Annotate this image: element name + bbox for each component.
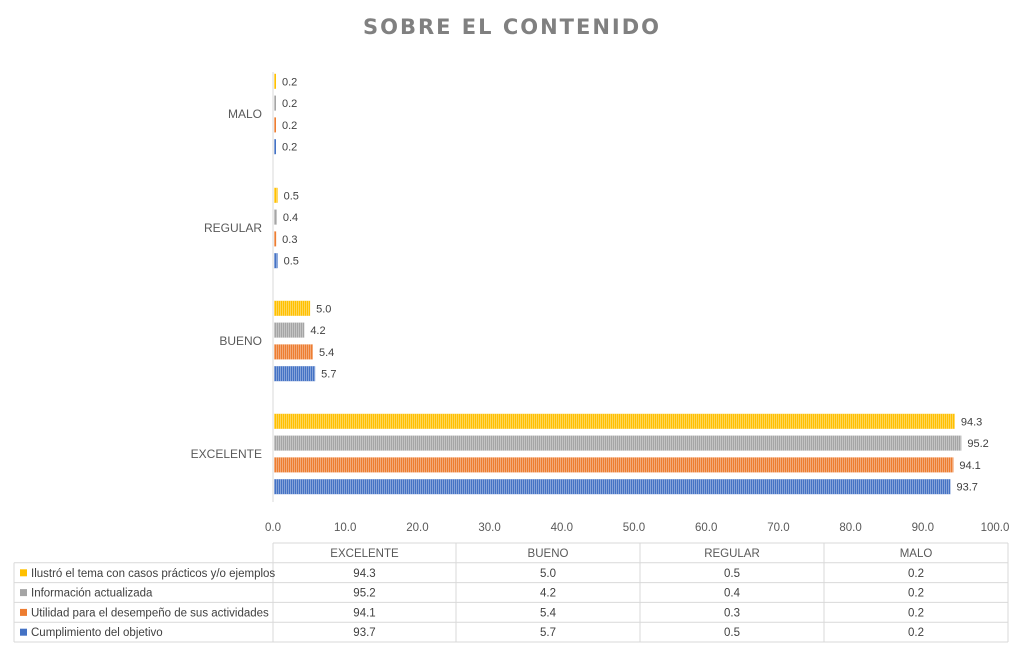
category-label: MALO (228, 107, 262, 121)
table-cell: 95.2 (353, 588, 375, 600)
bar (274, 366, 316, 382)
bar (274, 231, 277, 247)
data-label: 5.7 (321, 369, 336, 381)
legend-swatch (20, 628, 27, 636)
bar (274, 322, 305, 338)
table-header: REGULAR (704, 548, 760, 560)
x-tick-label: 60.0 (695, 522, 717, 534)
data-label: 0.2 (282, 120, 297, 132)
table-cell: 5.4 (540, 607, 557, 619)
bar (274, 253, 278, 269)
category-label: BUENO (219, 334, 262, 348)
data-label: 94.3 (961, 416, 982, 428)
table-cell: 93.7 (353, 627, 375, 639)
x-tick-label: 10.0 (334, 522, 356, 534)
bar (274, 413, 955, 429)
data-label: 4.2 (310, 325, 325, 337)
data-label: 5.0 (316, 303, 331, 315)
legend-entry: Cumplimiento del objetivo (31, 627, 163, 639)
bar (274, 95, 276, 111)
table-cell: 0.5 (724, 627, 740, 639)
data-label: 5.4 (319, 347, 334, 359)
bar (274, 73, 276, 89)
chart-title: SOBRE EL CONTENIDO (363, 15, 661, 39)
data-label: 94.1 (959, 460, 980, 472)
bar (274, 187, 278, 203)
data-label: 0.4 (283, 212, 298, 224)
x-tick-label: 70.0 (767, 522, 789, 534)
category-label: EXCELENTE (191, 447, 262, 461)
bar (274, 117, 276, 133)
x-tick-label: 40.0 (551, 522, 573, 534)
x-tick-label: 90.0 (912, 522, 934, 534)
table-row: Ilustró el tema con casos prácticos y/o … (20, 568, 924, 580)
legend-entry: Ilustró el tema con casos prácticos y/o … (31, 568, 275, 580)
legend-entry: Información actualizada (31, 588, 153, 600)
x-tick-label: 80.0 (839, 522, 861, 534)
table-cell: 0.3 (724, 607, 740, 619)
table-row: Información actualizada 95.2 4.2 0.4 0.2 (20, 588, 924, 600)
data-label: 0.2 (282, 98, 297, 110)
table-cell: 5.7 (540, 627, 556, 639)
table-cell: 4.2 (540, 588, 556, 600)
bar (274, 344, 313, 360)
bar (274, 209, 277, 225)
table-cell: 0.2 (908, 568, 924, 580)
table-cell: 0.2 (908, 588, 924, 600)
x-tick-label: 0.0 (265, 522, 281, 534)
x-tick-label: 50.0 (623, 522, 645, 534)
table-cell: 5.0 (540, 568, 556, 580)
table-cell: 0.2 (908, 627, 924, 639)
table-header: BUENO (528, 548, 569, 560)
data-label: 0.3 (282, 234, 297, 246)
data-label: 93.7 (957, 482, 978, 494)
table-cell: 0.5 (724, 568, 740, 580)
table-header: EXCELENTE (330, 548, 399, 560)
data-label: 0.5 (284, 256, 299, 268)
x-tick-label: 30.0 (478, 522, 500, 534)
table-cell: 94.1 (353, 607, 375, 619)
data-label: 95.2 (967, 438, 988, 450)
table-header: MALO (900, 548, 933, 560)
table-cell: 94.3 (353, 568, 375, 580)
bar (274, 300, 311, 316)
data-label: 0.2 (282, 142, 297, 154)
table-cell: 0.4 (724, 588, 741, 600)
x-tick-label: 20.0 (406, 522, 428, 534)
legend-entry: Utilidad para el desempeño de sus activi… (31, 607, 269, 619)
table-cell: 0.2 (908, 607, 924, 619)
category-label: REGULAR (204, 221, 262, 235)
bar (274, 139, 276, 155)
legend-swatch (20, 569, 27, 577)
x-tick-label: 100.0 (981, 522, 1010, 534)
legend-swatch (20, 589, 27, 597)
data-label: 0.2 (282, 76, 297, 88)
plot-area: EXCELENTE 93.7 94.1 95.2 94.3 BUENO 5.7 5.4 4.2 5… (191, 72, 1010, 534)
table-row: Utilidad para el desempeño de sus activi… (20, 607, 924, 619)
data-table: EXCELENTE BUENO REGULAR MALO Ilustró el tema… (13, 542, 1009, 643)
legend-swatch (20, 608, 27, 616)
bar (274, 479, 951, 495)
bar (274, 435, 962, 451)
data-label: 0.5 (284, 190, 299, 202)
table-row: Cumplimiento del objetivo 93.7 5.7 0.5 0.2 (20, 627, 924, 639)
bar (274, 457, 954, 473)
